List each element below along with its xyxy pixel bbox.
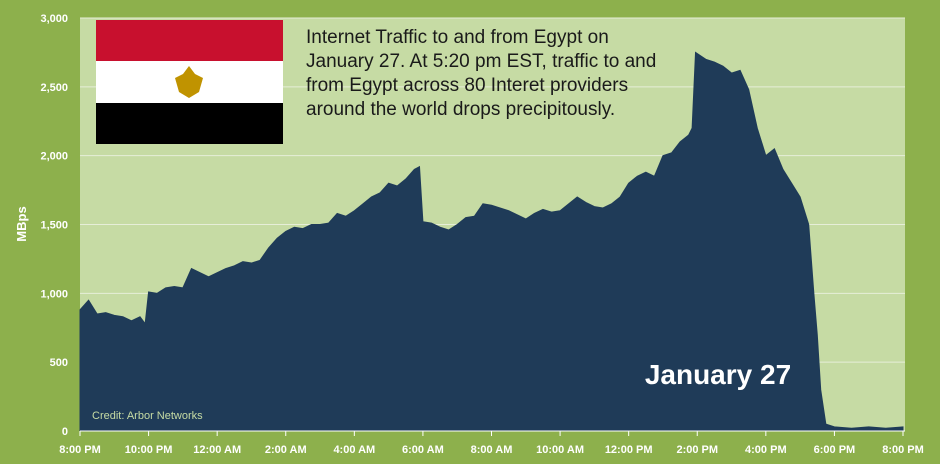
y-tick-label: 1,500 [40,220,68,232]
y-tick-label: 500 [50,357,68,369]
credit: Credit: Arbor Networks [92,410,203,422]
x-tick-label: 6:00 PM [814,444,856,456]
x-tick-label: 12:00 AM [193,444,241,456]
x-tick-label: 10:00 PM [125,444,173,456]
x-tick-label: 8:00 AM [471,444,513,456]
x-tick-label: 8:00 PM [882,444,924,456]
y-tick-label: 0 [62,426,68,438]
flag [96,20,283,144]
x-tick-label: 12:00 PM [605,444,653,456]
flag-black [96,103,283,144]
y-tick-label: 2,000 [40,151,68,163]
traffic-area [79,51,904,432]
flag-red [96,20,283,61]
axes: 0 500 1,000 1,500 2,000 2,500 3,000 8:00 PM 10:0… [40,13,923,456]
x-tick-label: 2:00 AM [265,444,307,456]
x-tick-label: 6:00 AM [402,444,444,456]
x-tick-label: 4:00 PM [745,444,787,456]
y-axis-label: MBps [14,206,29,241]
x-tick-label: 8:00 PM [59,444,101,456]
flag-eagle [175,66,203,98]
x-tick-label: 10:00 AM [536,444,584,456]
y-tick-label: 2,500 [40,82,68,94]
marks [79,51,904,432]
y-tick-label: 1,000 [40,288,68,300]
x-tick-label: 2:00 PM [676,444,718,456]
x-tick-label: 4:00 AM [333,444,375,456]
y-tick-label: 3,000 [40,13,68,25]
date-label: January 27 [645,359,791,390]
annotation: Internet Traffic to and from Egypt on Ja… [306,27,657,120]
